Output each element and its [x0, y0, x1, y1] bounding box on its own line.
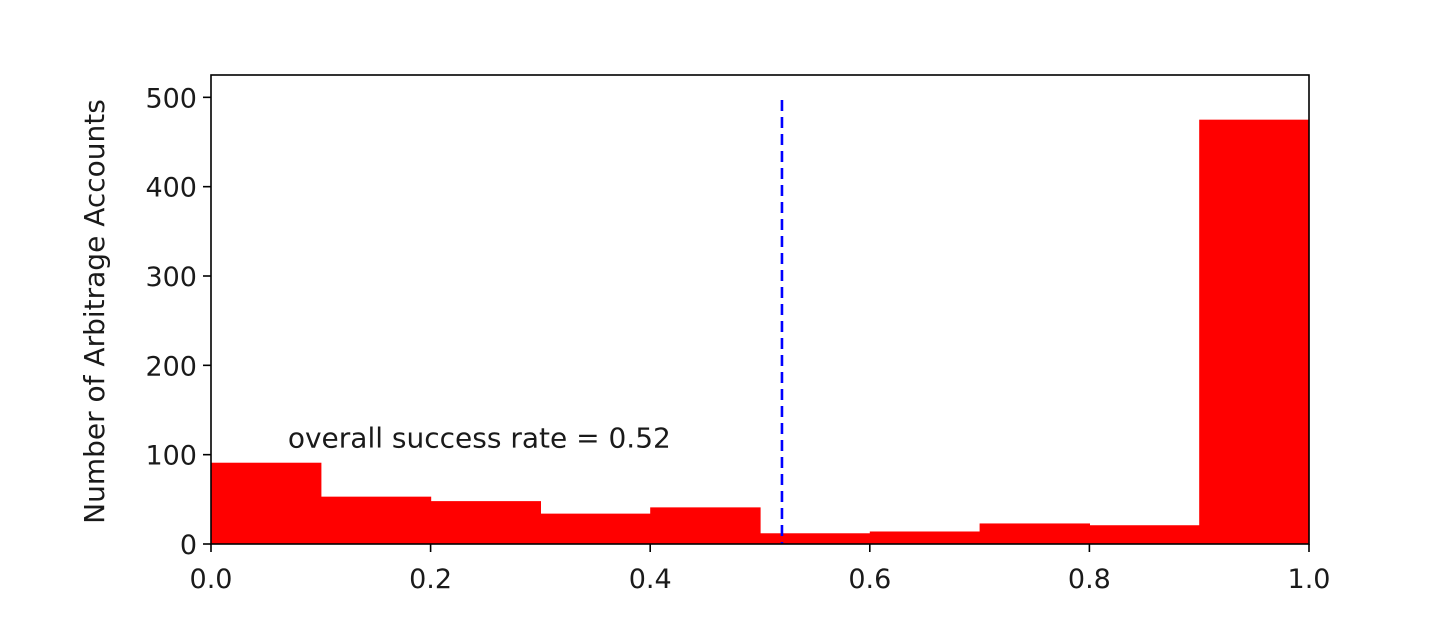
- bar-2: [430, 501, 541, 544]
- bars-group: [211, 119, 1310, 545]
- plot-frame: [210, 74, 1310, 545]
- bar-4: [650, 507, 761, 544]
- y-axis: 0 100 200 300 400 500: [145, 83, 211, 561]
- x-tick-label: 0.6: [848, 564, 891, 595]
- bar-8: [1089, 525, 1200, 544]
- y-axis-label: Number of Arbitrage Accounts: [78, 99, 111, 524]
- bar-7: [979, 523, 1090, 544]
- x-tick-label: 0.8: [1068, 564, 1111, 595]
- x-tick-label: 0.4: [629, 564, 672, 595]
- bar-3: [540, 513, 651, 544]
- annotation-label: overall success rate = 0.52: [288, 422, 671, 455]
- annotation-group: overall success rate = 0.52: [288, 422, 671, 455]
- bar-6: [869, 531, 981, 544]
- y-tick-label: 0: [180, 530, 197, 561]
- y-tick-label: 500: [145, 83, 197, 114]
- x-tick-label: 1.0: [1288, 564, 1331, 595]
- bar-5: [760, 533, 871, 544]
- x-tick-label: 0.0: [190, 564, 233, 595]
- y-tick-label: 300: [145, 262, 197, 293]
- x-axis: 0.0 0.2 0.4 0.6 0.8 1.0: [190, 544, 1331, 595]
- y-tick-label: 200: [145, 351, 197, 382]
- bar-9: [1199, 119, 1310, 545]
- y-tick-label: 400: [145, 173, 197, 204]
- x-tick-label: 0.2: [409, 564, 452, 595]
- bar-0: [211, 462, 322, 544]
- bar-1: [320, 496, 432, 544]
- y-tick-label: 100: [145, 441, 197, 472]
